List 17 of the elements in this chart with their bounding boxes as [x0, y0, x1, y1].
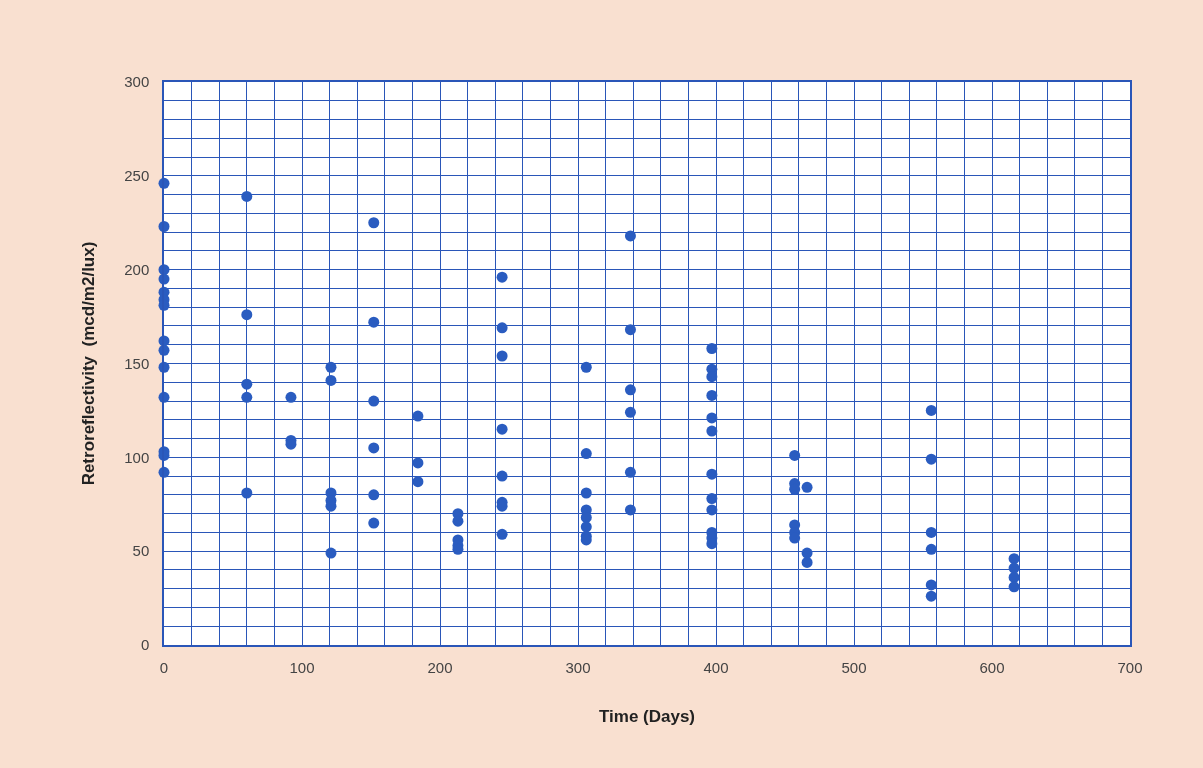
y-tick-label: 0	[140, 636, 150, 654]
x-tick-label: 200	[427, 658, 453, 676]
x-tick-label: 600	[979, 658, 1005, 676]
x-tick-label: 700	[1117, 658, 1143, 676]
x-tick-label: 0	[159, 658, 169, 676]
x-tick-label: 100	[289, 658, 315, 676]
x-tick-label: 300	[565, 658, 591, 676]
y-tick-label: 200	[124, 260, 150, 278]
y-tick-label: 300	[124, 73, 150, 91]
y-tick-label: 150	[124, 354, 150, 372]
y-tick-label: 250	[124, 167, 150, 185]
x-tick-label: 400	[703, 658, 729, 676]
y-tick-label: 50	[132, 542, 150, 560]
x-tick-label: 500	[841, 658, 867, 676]
y-tick-label: 100	[124, 448, 150, 466]
x-axis-title: Time (Days)	[598, 706, 696, 726]
y-axis-title: Retroreflectivity (mcd/m2/lux)	[79, 241, 99, 486]
